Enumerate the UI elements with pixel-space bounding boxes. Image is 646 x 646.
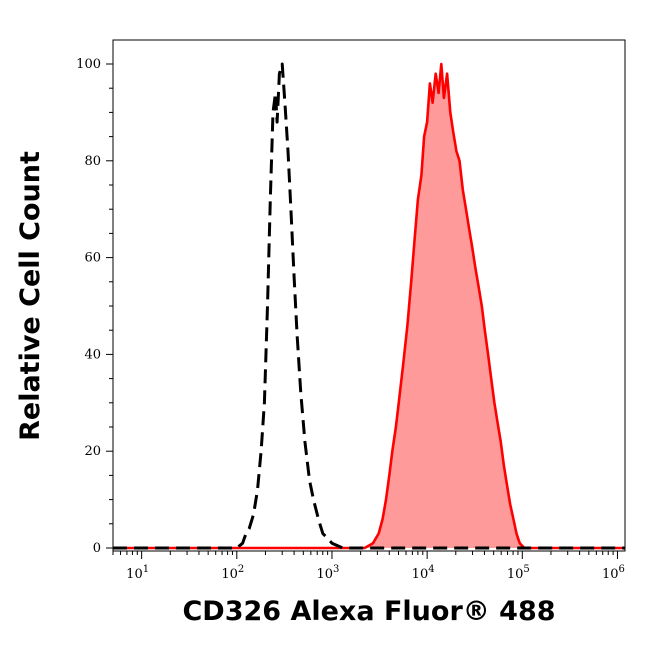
y-tick-label: 20 xyxy=(84,444,101,459)
y-tick-label: 60 xyxy=(84,251,101,266)
dashed-series-line xyxy=(113,62,625,550)
x-axis-title: CD326 Alexa Fluor® 488 xyxy=(182,596,555,627)
y-tick-label: 80 xyxy=(84,154,101,169)
x-tick-label: 104 xyxy=(412,564,435,582)
x-tick-label: 103 xyxy=(317,564,340,582)
x-tick-label: 105 xyxy=(507,564,530,582)
area-fill xyxy=(113,64,625,548)
area-outline xyxy=(113,62,625,550)
x-tick-label: 102 xyxy=(221,564,244,582)
y-tick-label: 40 xyxy=(84,347,101,362)
axes-layer: 0 20 40 60 80 100 101 102 103 104 105 106 xyxy=(76,39,626,582)
y-axis-title: Relative Cell Count xyxy=(15,151,46,441)
series-layer xyxy=(113,62,625,550)
y-tick-label: 0 xyxy=(93,541,101,556)
x-tick-label: 106 xyxy=(602,564,625,582)
x-tick-label: 101 xyxy=(126,564,149,582)
plot-frame xyxy=(112,39,626,552)
y-tick-label: 100 xyxy=(76,57,101,72)
